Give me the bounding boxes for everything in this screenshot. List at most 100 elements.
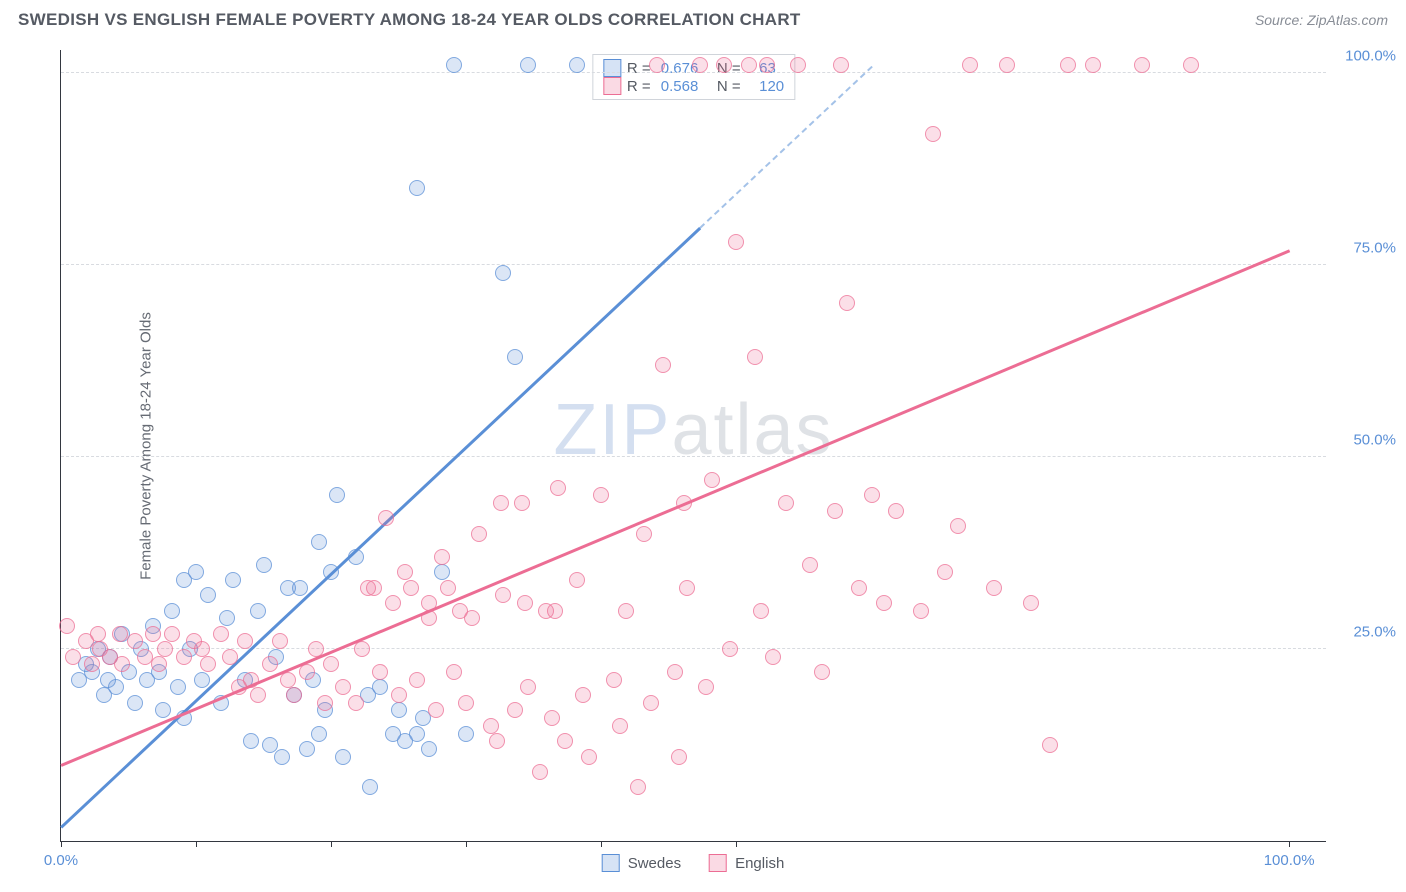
data-point xyxy=(1085,57,1101,73)
data-point xyxy=(317,695,333,711)
gridline-h xyxy=(61,72,1326,73)
y-tick-label: 100.0% xyxy=(1345,48,1396,65)
data-point xyxy=(716,57,732,73)
data-point xyxy=(194,641,210,657)
data-point xyxy=(219,610,235,626)
data-point xyxy=(114,656,130,672)
x-tick xyxy=(736,841,737,847)
data-point xyxy=(888,503,904,519)
data-point xyxy=(112,626,128,642)
data-point xyxy=(274,749,290,765)
data-point xyxy=(495,587,511,603)
data-point xyxy=(170,679,186,695)
data-point xyxy=(299,664,315,680)
data-point xyxy=(753,603,769,619)
data-point xyxy=(272,633,288,649)
data-point xyxy=(741,57,757,73)
x-tick xyxy=(61,841,62,847)
data-point xyxy=(643,695,659,711)
data-point xyxy=(243,733,259,749)
data-point xyxy=(489,733,505,749)
data-point xyxy=(547,603,563,619)
legend: Swedes English xyxy=(602,854,785,872)
data-point xyxy=(250,687,266,703)
data-point xyxy=(630,779,646,795)
data-point xyxy=(520,57,536,73)
data-point xyxy=(164,603,180,619)
data-point xyxy=(471,526,487,542)
legend-label: Swedes xyxy=(628,855,681,872)
x-tick xyxy=(466,841,467,847)
data-point xyxy=(59,618,75,634)
data-point xyxy=(164,626,180,642)
data-point xyxy=(84,656,100,672)
data-point xyxy=(728,234,744,250)
data-point xyxy=(950,518,966,534)
data-point xyxy=(1060,57,1076,73)
legend-label: English xyxy=(735,855,784,872)
data-point xyxy=(569,572,585,588)
x-tick xyxy=(196,841,197,847)
data-point xyxy=(704,472,720,488)
data-point xyxy=(194,672,210,688)
data-point xyxy=(839,295,855,311)
data-point xyxy=(362,779,378,795)
data-point xyxy=(311,726,327,742)
data-point xyxy=(155,702,171,718)
data-point xyxy=(391,687,407,703)
data-point xyxy=(593,487,609,503)
data-point xyxy=(636,526,652,542)
data-point xyxy=(986,580,1002,596)
data-point xyxy=(127,633,143,649)
x-tick xyxy=(1289,841,1290,847)
data-point xyxy=(409,180,425,196)
trend-line xyxy=(60,227,700,828)
data-point xyxy=(225,572,241,588)
data-point xyxy=(335,749,351,765)
data-point xyxy=(157,641,173,657)
data-point xyxy=(532,764,548,780)
data-point xyxy=(802,557,818,573)
chart-area: ZIPatlas R = 0.676 N = 63R = 0.568 N = 1… xyxy=(60,50,1326,842)
data-point xyxy=(397,564,413,580)
data-point xyxy=(176,649,192,665)
data-point xyxy=(557,733,573,749)
data-point xyxy=(698,679,714,695)
stat-n-value: 120 xyxy=(751,78,784,95)
data-point xyxy=(517,595,533,611)
data-point xyxy=(311,534,327,550)
data-point xyxy=(999,57,1015,73)
data-point xyxy=(151,656,167,672)
x-tick xyxy=(601,841,602,847)
data-point xyxy=(366,580,382,596)
data-point xyxy=(213,626,229,642)
plot-region: ZIPatlas R = 0.676 N = 63R = 0.568 N = 1… xyxy=(60,50,1326,842)
legend-swatch xyxy=(709,854,727,872)
stats-row: R = 0.568 N = 120 xyxy=(603,77,784,95)
data-point xyxy=(1042,737,1058,753)
data-point xyxy=(108,679,124,695)
data-point xyxy=(348,695,364,711)
legend-item: English xyxy=(709,854,784,872)
data-point xyxy=(428,702,444,718)
data-point xyxy=(434,549,450,565)
data-point xyxy=(256,557,272,573)
gridline-h xyxy=(61,456,1326,457)
data-point xyxy=(483,718,499,734)
data-point xyxy=(292,580,308,596)
trend-line xyxy=(61,250,1290,767)
data-point xyxy=(409,672,425,688)
data-point xyxy=(612,718,628,734)
stat-label: R = xyxy=(627,78,655,95)
data-point xyxy=(790,57,806,73)
x-tick xyxy=(331,841,332,847)
data-point xyxy=(446,664,462,680)
gridline-h xyxy=(61,264,1326,265)
data-point xyxy=(464,610,480,626)
chart-title: SWEDISH VS ENGLISH FEMALE POVERTY AMONG … xyxy=(18,10,801,30)
data-point xyxy=(507,702,523,718)
data-point xyxy=(434,564,450,580)
data-point xyxy=(421,741,437,757)
data-point xyxy=(1134,57,1150,73)
data-point xyxy=(493,495,509,511)
